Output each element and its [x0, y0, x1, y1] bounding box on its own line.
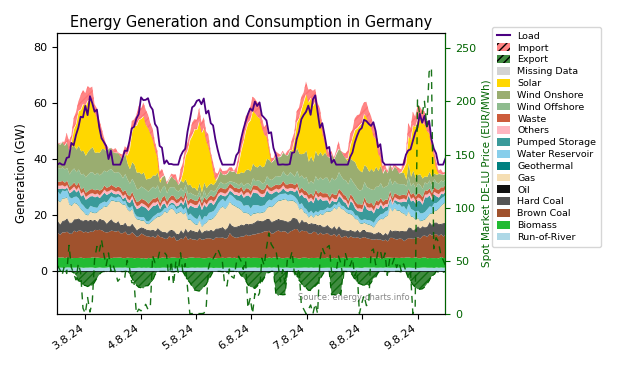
Y-axis label: Spot Market DE-LU Price (EUR/MWh): Spot Market DE-LU Price (EUR/MWh) — [482, 79, 492, 267]
Y-axis label: Generation (GW): Generation (GW) — [15, 123, 28, 223]
Legend: Load, Import, Export, Missing Data, Solar, Wind Onshore, Wind Offshore, Waste, O: Load, Import, Export, Missing Data, Sola… — [492, 27, 601, 247]
Title: Energy Generation and Consumption in Germany: Energy Generation and Consumption in Ger… — [70, 15, 433, 30]
Text: Source: energy-charts.info: Source: energy-charts.info — [298, 292, 409, 302]
